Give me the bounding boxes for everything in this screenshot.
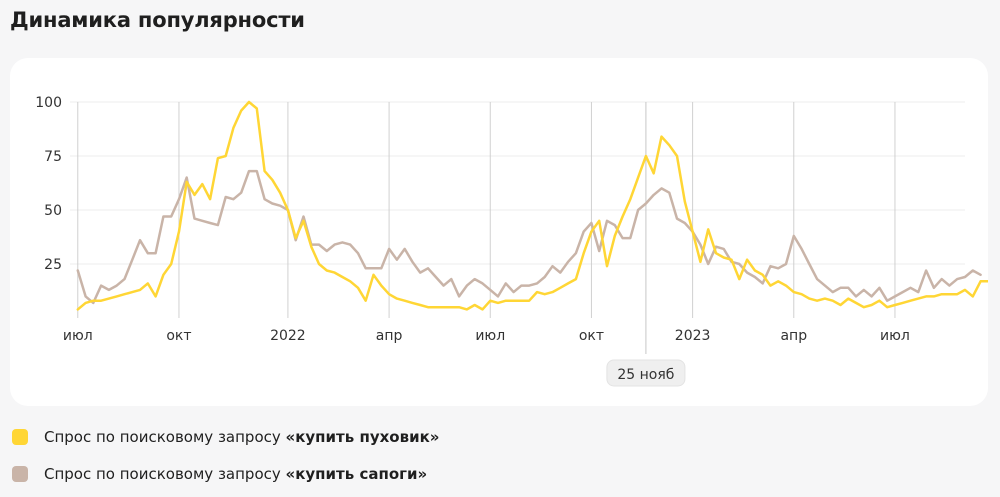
hover-label-bg bbox=[606, 359, 686, 387]
legend-prefix: Спрос по поисковому запросу bbox=[44, 428, 281, 446]
legend-item-puhovik[interactable]: Спрос по поисковому запросу «купить пухо… bbox=[12, 428, 439, 446]
y-tick-label: 25 bbox=[44, 257, 62, 273]
x-tick-label: июл bbox=[63, 328, 93, 344]
chart-card: 25 нояб 100 75 50 25 июл окт 2022 апр июл окт 202… bbox=[10, 58, 988, 406]
hover-marker: 25 нояб bbox=[606, 102, 686, 387]
legend-query-puhovik: «купить пуховик» bbox=[285, 428, 440, 446]
legend-prefix: Спрос по поисковому запросу bbox=[44, 465, 281, 483]
legend-swatch-puhovik bbox=[12, 429, 28, 445]
x-tick-label: окт bbox=[579, 328, 604, 344]
x-tick-label: 2023 bbox=[675, 328, 711, 344]
x-axis: июл окт 2022 апр июл окт 2023 апр июл bbox=[63, 328, 910, 344]
y-tick-label: 100 bbox=[35, 95, 62, 111]
legend-query-sapogi: «купить сапоги» bbox=[285, 465, 428, 483]
x-tick-label: окт bbox=[166, 328, 191, 344]
grid bbox=[70, 101, 965, 318]
series-line-puhovik[interactable] bbox=[76, 100, 988, 311]
legend-swatch-sapogi bbox=[12, 466, 28, 482]
hover-date-label: 25 нояб bbox=[617, 367, 674, 383]
y-tick-label: 50 bbox=[44, 203, 62, 219]
x-tick-label: апр bbox=[376, 328, 403, 344]
series-lines bbox=[76, 100, 988, 311]
x-tick-label: 2022 bbox=[270, 328, 306, 344]
x-tick-label: апр bbox=[780, 328, 807, 344]
y-axis: 100 75 50 25 bbox=[35, 95, 62, 273]
series-line-sapogi[interactable] bbox=[76, 169, 982, 305]
line-chart[interactable]: 25 нояб 100 75 50 25 июл окт 2022 апр июл окт 202… bbox=[10, 58, 988, 406]
page-title: Динамика популярности bbox=[10, 8, 305, 32]
x-tick-label: июл bbox=[880, 328, 910, 344]
legend-item-sapogi[interactable]: Спрос по поисковому запросу «купить сапо… bbox=[12, 465, 427, 483]
y-tick-label: 75 bbox=[44, 149, 62, 165]
x-tick-label: июл bbox=[475, 328, 505, 344]
